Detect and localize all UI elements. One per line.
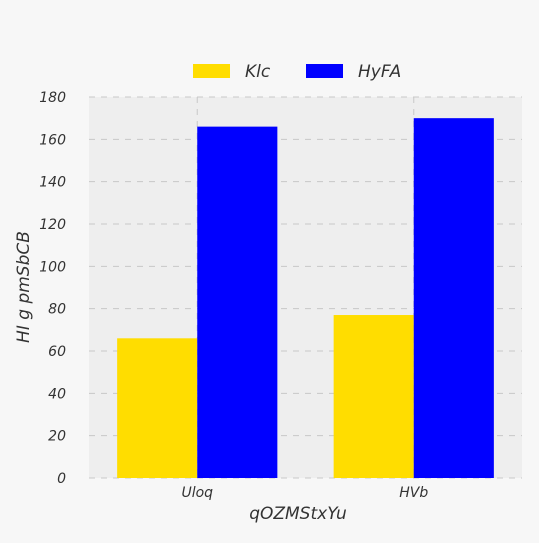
legend-label-Klc: Klc xyxy=(245,62,271,82)
bar-HyFA-HVb xyxy=(413,118,494,479)
bars xyxy=(117,118,494,479)
legend: Klc HyFA xyxy=(193,62,401,82)
y-tick-label: 160 xyxy=(39,132,66,148)
legend-swatch-Klc xyxy=(193,64,230,78)
y-tick-label: 120 xyxy=(39,217,66,233)
y-tick-label: 0 xyxy=(57,471,66,487)
legend-label-HyFA: HyFA xyxy=(358,62,401,82)
x-tick-label: HVb xyxy=(399,485,428,501)
legend-swatch-HyFA xyxy=(306,64,343,78)
y-tick-label: 40 xyxy=(48,386,66,402)
bar-Klc-Uloq xyxy=(117,338,198,478)
x-axis-ticks: Uloq HVb xyxy=(181,485,428,501)
x-axis-title: qOZMStxYu xyxy=(249,504,347,524)
y-tick-label: 20 xyxy=(48,429,66,445)
y-axis-ticks: 0 20 40 60 80 100 120 140 160 180 xyxy=(39,90,66,487)
y-tick-label: 80 xyxy=(48,302,66,318)
y-tick-label: 140 xyxy=(39,175,66,191)
x-tick-label: Uloq xyxy=(181,485,213,501)
y-tick-label: 100 xyxy=(39,259,66,275)
y-axis-title: HI g pmSbCB xyxy=(14,231,34,343)
y-tick-label: 60 xyxy=(48,344,66,360)
y-tick-label: 180 xyxy=(39,90,66,106)
bar-HyFA-Uloq xyxy=(197,126,278,478)
bar-Klc-HVb xyxy=(333,315,414,478)
